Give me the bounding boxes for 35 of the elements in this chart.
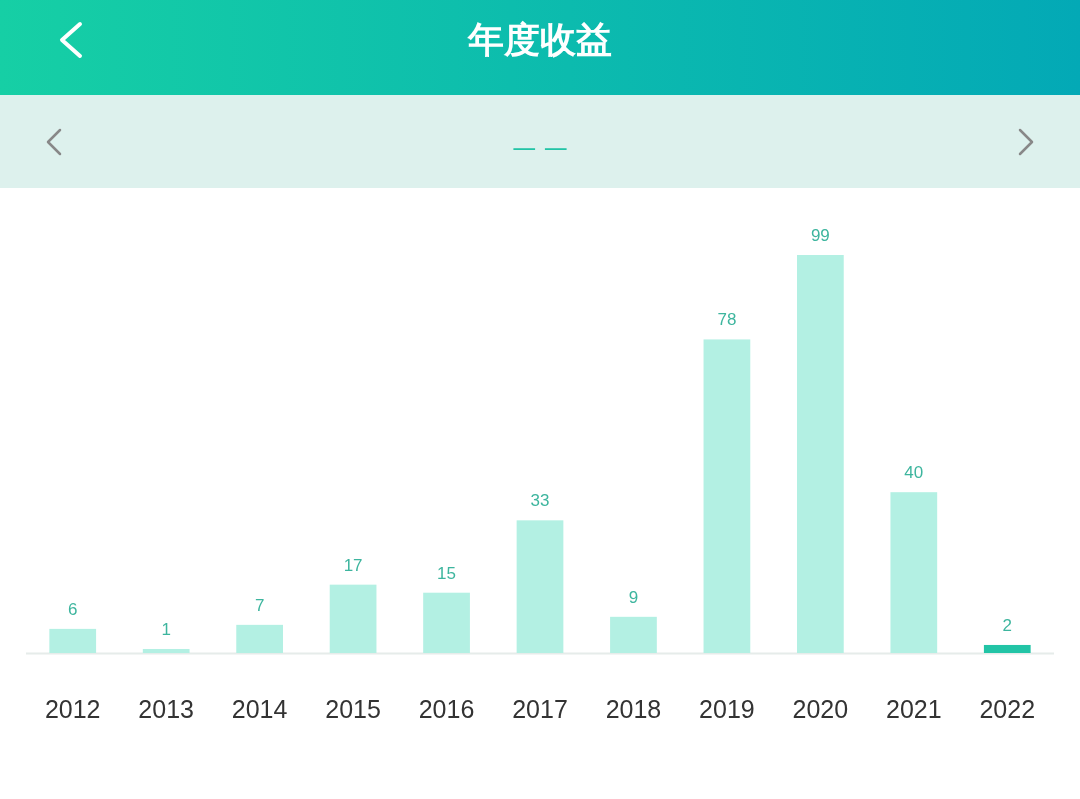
x-tick-label: 2020	[792, 695, 849, 723]
data-label: 15	[437, 563, 457, 583]
data-label: 7	[254, 595, 265, 615]
x-tick-label: 2022	[979, 695, 1036, 723]
data-label: 1	[161, 619, 171, 639]
chart-title: 年度收益	[467, 19, 612, 60]
bar	[329, 584, 377, 653]
data-label: 40	[904, 463, 924, 483]
x-tick-label: 2017	[512, 695, 568, 723]
bar	[516, 520, 564, 653]
bar	[236, 624, 283, 653]
data-label: 33	[530, 491, 550, 511]
bar	[890, 492, 938, 653]
bar	[610, 616, 657, 653]
bar	[703, 339, 751, 653]
data-label: 99	[810, 226, 830, 245]
data-label: 6	[67, 599, 78, 619]
data-label: 2	[1002, 615, 1013, 635]
x-tick-label: 2018	[605, 695, 662, 723]
bar	[423, 592, 470, 653]
data-label: 78	[717, 310, 737, 330]
x-tick-label: 2019	[699, 695, 755, 723]
bar	[142, 648, 190, 653]
x-tick-label: 2016	[418, 695, 475, 723]
bar	[983, 644, 1031, 653]
data-label: 17	[343, 555, 363, 575]
bar	[49, 628, 97, 653]
data-label: 9	[628, 587, 639, 607]
x-tick-label: 2013	[138, 695, 194, 723]
x-tick-label: 2014	[231, 695, 288, 723]
bar	[797, 255, 844, 653]
chart-subtitle: — —	[512, 134, 568, 162]
x-tick-label: 2012	[44, 695, 101, 723]
x-tick-label: 2021	[886, 695, 942, 723]
x-tick-label: 2015	[325, 695, 381, 723]
